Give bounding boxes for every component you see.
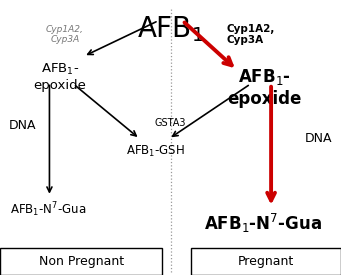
Text: AFB$_1$-N$^7$-Gua: AFB$_1$-N$^7$-Gua — [204, 212, 322, 235]
Text: Cyp1A2,
Cyp3A: Cyp1A2, Cyp3A — [227, 24, 275, 45]
Text: AFB$_1$-
epoxide: AFB$_1$- epoxide — [33, 62, 86, 92]
Text: AFB$_1$: AFB$_1$ — [137, 14, 204, 43]
Text: AFB$_1$-N$^7$-Gua: AFB$_1$-N$^7$-Gua — [10, 201, 86, 219]
Text: DNA: DNA — [9, 119, 36, 132]
Text: AFB$_1$-GSH: AFB$_1$-GSH — [126, 144, 184, 159]
Text: DNA: DNA — [305, 132, 333, 145]
Text: Pregnant: Pregnant — [238, 255, 294, 268]
FancyBboxPatch shape — [191, 248, 341, 275]
Text: GSTA3: GSTA3 — [155, 118, 186, 128]
Text: Cyp1A2,
Cyp3A: Cyp1A2, Cyp3A — [46, 25, 84, 44]
Text: Non Pregnant: Non Pregnant — [39, 255, 124, 268]
Text: AFB$_1$-
epoxide: AFB$_1$- epoxide — [227, 67, 301, 108]
FancyBboxPatch shape — [0, 248, 162, 275]
